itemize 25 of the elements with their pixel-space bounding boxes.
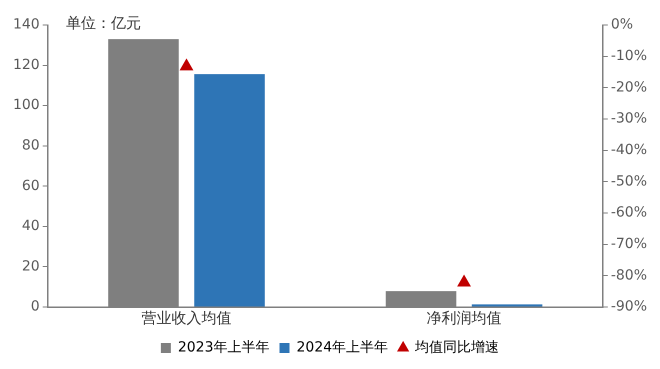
x-tick-label: 净利润均值 xyxy=(426,308,502,327)
y-tick-label: 120 xyxy=(12,56,40,73)
y-tick-label: 40 xyxy=(22,218,40,234)
y2-tick-label: -50% xyxy=(610,173,648,190)
y2-tick-label: -70% xyxy=(610,236,648,252)
y-tick-label: 60 xyxy=(22,178,40,194)
x-tick-label: 营业收入均值 xyxy=(142,308,232,327)
y2-tick-label: -30% xyxy=(610,110,648,127)
bar xyxy=(194,74,265,306)
y2-tick-label: -10% xyxy=(610,48,648,64)
y-tick-label: 80 xyxy=(22,138,40,154)
y2-tick-label: -20% xyxy=(610,79,648,96)
y2-tick-label: -90% xyxy=(610,298,648,315)
annotation: 单位：亿元 xyxy=(66,14,141,33)
y-tick-label: 0 xyxy=(30,298,40,315)
y2-tick-label: -80% xyxy=(610,267,648,284)
y2-tick-label: -40% xyxy=(610,142,648,158)
legend-label: 2024年上半年 xyxy=(296,340,388,356)
y-tick-label: 100 xyxy=(12,97,40,114)
legend-label: 均值同比增速 xyxy=(414,340,500,356)
y2-tick-label: 0% xyxy=(610,16,634,33)
y2-tick-label: -60% xyxy=(610,204,648,221)
y-tick-label: 140 xyxy=(12,16,40,33)
y-tick-label: 20 xyxy=(22,258,40,274)
legend-label: 2023年上半年 xyxy=(178,340,270,356)
